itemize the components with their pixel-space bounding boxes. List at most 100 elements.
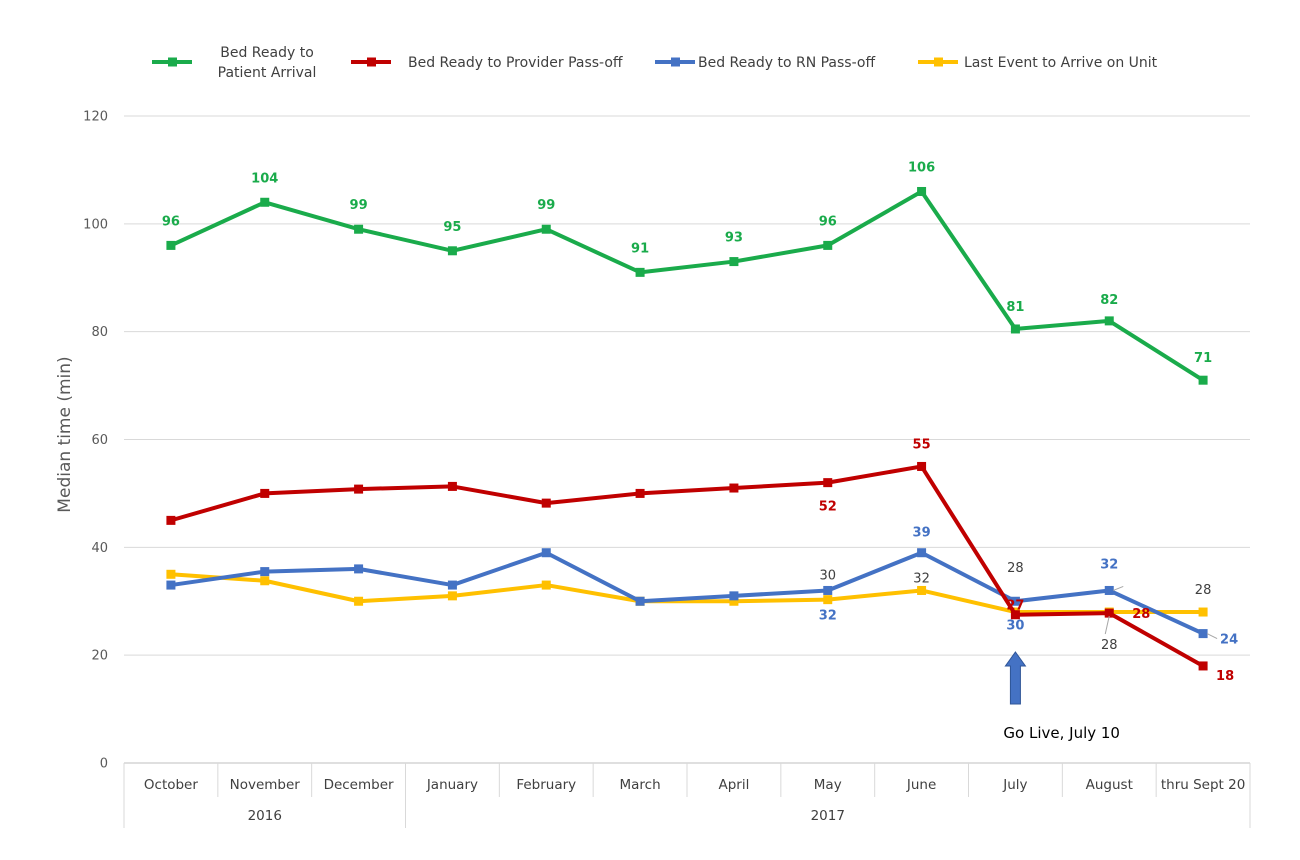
data-label-patient-arrival: 99 — [537, 198, 555, 213]
year-label-2017: 2017 — [811, 808, 845, 824]
legend-item-arrive-on-unit: Last Event to Arrive on Unit — [918, 55, 1158, 71]
data-label-rn-pass-off: 32 — [1100, 557, 1118, 572]
data-label-provider-pass-off: 55 — [913, 437, 931, 452]
legend-label: Patient Arrival — [218, 65, 317, 81]
data-point-patient-arrival — [260, 197, 270, 207]
x-tick-label: August — [1086, 777, 1133, 793]
data-label-patient-arrival: 93 — [725, 231, 743, 246]
data-point-provider-pass-off — [166, 515, 176, 525]
data-point-provider-pass-off — [541, 498, 551, 508]
data-point-patient-arrival — [729, 257, 739, 267]
data-label-patient-arrival: 91 — [631, 241, 649, 256]
legend-label: Bed Ready to Provider Pass-off — [408, 55, 623, 71]
data-label-patient-arrival: 82 — [1100, 293, 1118, 308]
go-live-annotation: Go Live, July 10 — [1003, 724, 1120, 742]
data-point-provider-pass-off — [729, 483, 739, 493]
data-label-patient-arrival: 96 — [819, 214, 837, 229]
data-label-provider-pass-off: 27 — [1006, 599, 1024, 614]
x-axis: October November December January February Ma… — [123, 763, 1251, 828]
data-label-arrive-on-unit: 28 — [1007, 561, 1024, 576]
data-label-patient-arrival: 71 — [1194, 351, 1212, 366]
x-tick-label: December — [324, 777, 394, 793]
data-point-provider-pass-off — [823, 478, 833, 488]
legend-marker — [934, 57, 943, 67]
data-label-patient-arrival: 96 — [162, 214, 180, 229]
gridlines — [124, 115, 1250, 764]
data-label-patient-arrival: 106 — [908, 160, 935, 175]
data-label-rn-pass-off: 30 — [1006, 618, 1024, 633]
year-label-2016: 2016 — [248, 808, 282, 824]
data-point-patient-arrival — [1104, 316, 1114, 326]
data-point-arrive-on-unit — [166, 569, 176, 579]
data-label-arrive-on-unit: 32 — [913, 571, 930, 586]
data-labels: 96 104 99 95 99 91 93 96 106 81 82 71 52 55 27 28 18 32 39… — [162, 160, 1238, 683]
data-point-patient-arrival — [1010, 324, 1020, 334]
x-tick-label: thru Sept 20 — [1161, 777, 1245, 793]
series-line-patient-arrival — [170, 189, 1205, 382]
legend-marker — [367, 57, 376, 67]
x-tick-label: January — [426, 777, 478, 793]
data-label-provider-pass-off: 18 — [1216, 669, 1234, 684]
legend-label: Bed Ready to RN Pass-off — [698, 55, 875, 71]
x-tick-label: April — [718, 777, 749, 793]
data-point-rn-pass-off — [729, 591, 739, 601]
data-point-patient-arrival — [635, 267, 645, 277]
data-point-provider-pass-off — [354, 484, 364, 494]
data-label-arrive-on-unit: 28 — [1101, 638, 1118, 653]
data-point-rn-pass-off — [541, 548, 551, 558]
data-label-provider-pass-off: 28 — [1132, 607, 1150, 622]
legend-item-patient-arrival: Bed Ready to Patient Arrival — [152, 45, 316, 81]
legend-item-provider-pass-off: Bed Ready to Provider Pass-off — [351, 55, 623, 71]
data-point-provider-pass-off — [1104, 608, 1114, 618]
data-label-arrive-on-unit: 30 — [819, 569, 836, 584]
data-point-rn-pass-off — [1198, 629, 1208, 639]
x-tick-label: March — [620, 777, 661, 793]
data-point-patient-arrival — [447, 246, 457, 256]
data-point-provider-pass-off — [635, 488, 645, 498]
leader-line — [1113, 586, 1124, 591]
series-line-provider-pass-off — [170, 464, 1205, 668]
data-label-patient-arrival: 99 — [350, 198, 368, 213]
legend-item-rn-pass-off: Bed Ready to RN Pass-off — [655, 55, 875, 71]
data-label-provider-pass-off: 52 — [819, 500, 837, 515]
y-tick-80: 80 — [91, 325, 108, 340]
data-point-arrive-on-unit — [354, 596, 364, 606]
data-point-arrive-on-unit — [823, 595, 833, 605]
leader-line — [1104, 615, 1110, 635]
data-point-arrive-on-unit — [260, 576, 270, 586]
data-point-provider-pass-off — [917, 461, 927, 471]
data-point-provider-pass-off — [447, 481, 457, 491]
x-tick-label: November — [230, 777, 301, 793]
legend-label: Bed Ready to — [220, 45, 314, 61]
data-point-arrive-on-unit — [917, 585, 927, 595]
data-label-patient-arrival: 104 — [251, 171, 278, 186]
data-point-rn-pass-off — [447, 580, 457, 590]
data-point-arrive-on-unit — [1198, 607, 1208, 617]
data-point-rn-pass-off — [260, 567, 270, 577]
y-tick-20: 20 — [91, 649, 108, 664]
data-point-rn-pass-off — [917, 548, 927, 558]
data-point-patient-arrival — [917, 186, 927, 196]
data-label-rn-pass-off: 24 — [1220, 633, 1238, 648]
leader-line — [1206, 633, 1218, 640]
x-tick-label: May — [814, 777, 842, 793]
annotation: Go Live, July 10 — [1003, 651, 1120, 742]
data-point-rn-pass-off — [1010, 596, 1020, 606]
y-tick-40: 40 — [91, 541, 108, 556]
y-tick-120: 120 — [83, 110, 108, 125]
data-point-rn-pass-off — [354, 564, 364, 574]
data-point-rn-pass-off — [166, 580, 176, 590]
x-tick-label: October — [144, 777, 198, 793]
x-tick-label: July — [1002, 777, 1027, 793]
data-label-patient-arrival: 95 — [443, 220, 461, 235]
data-point-provider-pass-off — [1198, 661, 1208, 671]
series-line-arrive-on-unit — [170, 572, 1204, 615]
data-point-arrive-on-unit — [447, 591, 457, 601]
y-axis-label: Median time (min) — [55, 356, 75, 512]
data-point-patient-arrival — [354, 224, 364, 234]
series-line-rn-pass-off — [170, 550, 1204, 636]
data-label-rn-pass-off: 32 — [819, 608, 837, 623]
data-point-patient-arrival — [1198, 375, 1208, 385]
legend-marker — [168, 57, 177, 67]
